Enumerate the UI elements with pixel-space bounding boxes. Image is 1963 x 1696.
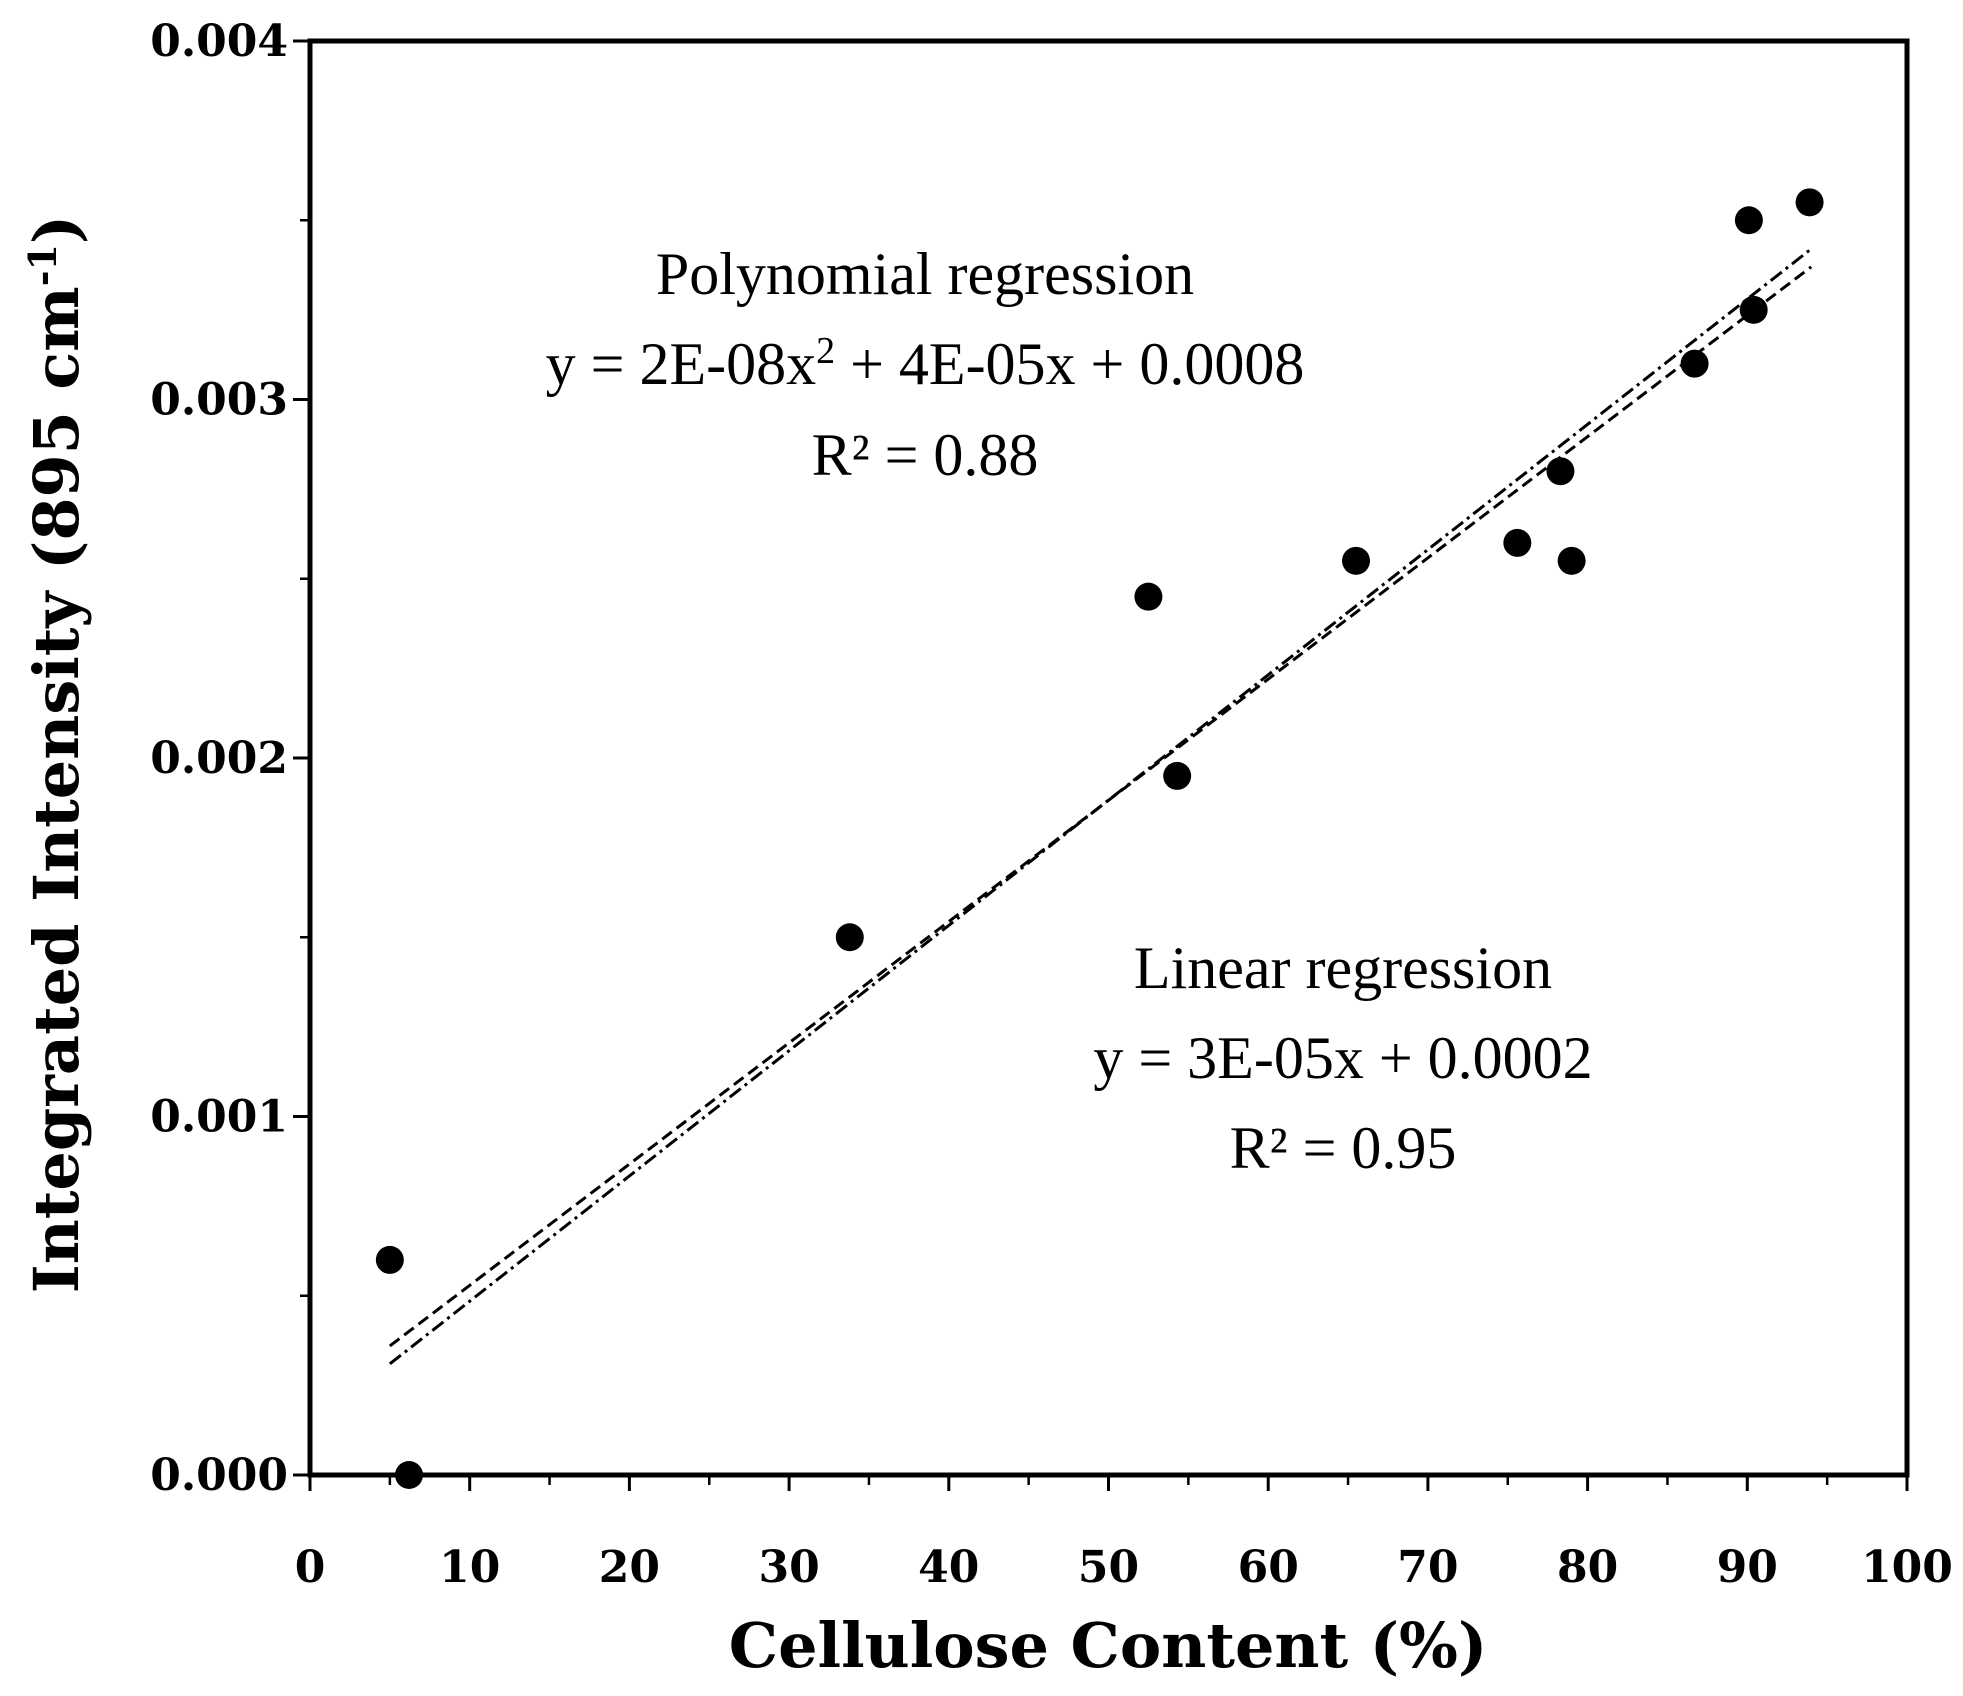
data-point: [1734, 206, 1763, 235]
x-tick-label: 60: [1238, 1542, 1299, 1593]
y-tick-label: 0.000: [150, 1450, 288, 1501]
polynomial-title: Polynomial regression: [656, 241, 1194, 307]
data-point: [1342, 546, 1371, 575]
x-tick-label: 20: [599, 1542, 660, 1593]
y-axis-title: Integrated Intensity (895 cm-1): [20, 215, 94, 1294]
linear-equation: y = 3E-05x + 0.0002: [1093, 1025, 1592, 1091]
polynomial-trendline: [388, 247, 1813, 1366]
y-tick-label: 0.003: [150, 375, 288, 426]
x-tick-label: 70: [1397, 1542, 1458, 1593]
data-point: [1503, 528, 1532, 557]
y-tick-label: 0.004: [150, 16, 288, 67]
x-tick-label: 100: [1861, 1542, 1953, 1593]
linear-annotation: Linear regression y = 3E-05x + 0.0002 R²…: [1093, 935, 1592, 1181]
x-tick-label: 40: [918, 1542, 979, 1593]
polynomial-annotation: Polynomial regression y = 2E-08x2 + 4E-0…: [546, 241, 1305, 488]
x-tick-label: 10: [439, 1542, 500, 1593]
trendlines: [388, 247, 1813, 1366]
x-axis-title: Cellulose Content (%): [729, 1609, 1488, 1682]
linear-title: Linear regression: [1134, 935, 1552, 1001]
y-axis-title-superscript: -1: [20, 244, 65, 286]
polynomial-equation-sup: 2: [816, 330, 835, 372]
data-point: [1680, 349, 1709, 378]
data-point: [1163, 761, 1192, 790]
data-point: [1739, 295, 1768, 324]
polynomial-equation: y = 2E-08x2 + 4E-05x + 0.0008: [546, 330, 1305, 397]
axis-ticks: [293, 39, 1909, 1491]
data-point: [395, 1461, 424, 1489]
data-points: [375, 188, 1824, 1489]
polynomial-r2: R² = 0.88: [812, 422, 1039, 488]
x-tick-label: 0: [295, 1542, 326, 1593]
y-tick-labels: 0.000 0.001 0.002 0.003 0.004: [150, 16, 288, 1501]
polynomial-equation-a: y = 2E-08x: [546, 331, 816, 397]
x-tick-label: 30: [758, 1542, 819, 1593]
x-tick-labels: 0 10 20 30 40 50 60 70 80 90 100: [295, 1542, 1953, 1593]
y-tick-label: 0.002: [150, 733, 288, 784]
x-tick-label: 90: [1717, 1542, 1778, 1593]
x-tick-label: 50: [1078, 1542, 1139, 1593]
y-axis-title-close: ): [20, 215, 93, 244]
data-point: [1546, 457, 1575, 486]
data-point: [835, 923, 864, 952]
polynomial-equation-b: + 4E-05x + 0.0008: [835, 331, 1304, 397]
data-point: [1795, 188, 1824, 217]
x-tick-label: 80: [1557, 1542, 1618, 1593]
y-axis-title-main: Integrated Intensity (895 cm: [20, 286, 93, 1293]
y-tick-label: 0.001: [150, 1092, 288, 1143]
linear-r2: R² = 0.95: [1230, 1115, 1457, 1181]
data-point: [1134, 582, 1163, 611]
data-point: [1557, 546, 1586, 575]
data-point: [375, 1245, 404, 1274]
